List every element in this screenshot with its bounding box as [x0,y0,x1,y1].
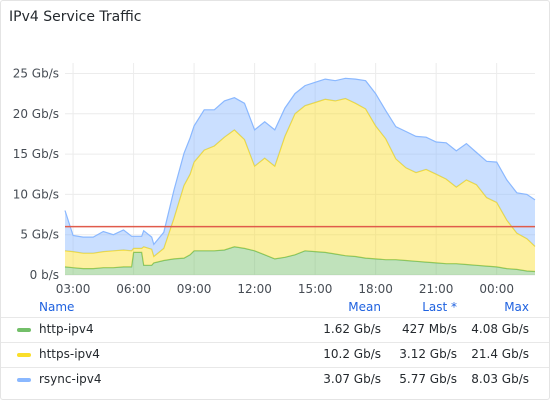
x-tick-label: 21:00 [419,282,454,296]
legend-header: Name Mean Last * Max [1,297,549,317]
legend-max-value: 8.03 Gb/s [471,372,529,386]
y-tick-label: 15 Gb/s [13,147,59,161]
legend-last-value: 5.77 Gb/s [399,372,457,386]
y-tick-label: 25 Gb/s [13,66,59,80]
series-color-swatch[interactable] [17,328,31,332]
x-tick-label: 00:00 [479,282,514,296]
x-axis: 03:00 06:00 09:00 12:00 15:00 18:00 21:00 00:00 [56,282,514,296]
series-area-rsync-ipv4 [65,78,535,257]
x-tick-label: 12:00 [237,282,272,296]
series-area-http-ipv4 [65,246,535,275]
legend-row-http[interactable]: http-ipv4 1.62 Gb/s 427 Mb/s 4.08 Gb/s [1,317,549,342]
series-line-rsync-ipv4 [64,77,536,246]
x-tick-label: 06:00 [116,282,151,296]
legend-header-name[interactable]: Name [39,300,75,314]
legend-row-rsync[interactable]: rsync-ipv4 3.07 Gb/s 5.77 Gb/s 8.03 Gb/s [1,367,549,392]
legend-last-value: 427 Mb/s [402,322,457,336]
legend-max-value: 4.08 Gb/s [471,322,529,336]
traffic-chart[interactable]: 0 b/s5 Gb/s10 Gb/s15 Gb/s20 Gb/s25 Gb/s … [1,1,550,301]
chart-grid [65,63,535,276]
legend-header-max[interactable]: Max [504,300,529,314]
x-tick-label: 18:00 [358,282,393,296]
series-color-swatch[interactable] [17,353,31,357]
legend-last-value: 3.12 Gb/s [399,347,457,361]
legend-row-https[interactable]: https-ipv4 10.2 Gb/s 3.12 Gb/s 21.4 Gb/s [1,342,549,367]
y-tick-label: 5 Gb/s [20,228,59,242]
y-axis: 0 b/s 5 Gb/s 10 Gb/s 15 Gb/s 20 Gb/s 25 Gb/s [13,66,59,282]
legend-series-name: https-ipv4 [39,347,100,361]
chart-areas [64,77,536,275]
y-tick-label: 10 Gb/s [13,187,59,201]
series-area-https-ipv4 [65,98,535,272]
legend-mean-value: 1.62 Gb/s [323,322,381,336]
series-color-swatch[interactable] [17,378,31,382]
legend-series-name: rsync-ipv4 [39,372,102,386]
series-line-http-ipv4 [64,246,536,273]
series-line-https-ipv4 [64,97,536,258]
legend-mean-value: 3.07 Gb/s [323,372,381,386]
y-tick-label: 0 b/s [30,268,59,282]
x-tick-label: 15:00 [298,282,333,296]
panel-title: IPv4 Service Traffic [9,9,142,25]
legend-header-mean[interactable]: Mean [348,300,381,314]
x-tick-label: 09:00 [177,282,212,296]
legend-header-last[interactable]: Last * [422,300,457,314]
legend-table: Name Mean Last * Max http-ipv4 1.62 Gb/s… [1,297,549,392]
y-tick-label: 20 Gb/s [13,107,59,121]
legend-mean-value: 10.2 Gb/s [323,347,381,361]
legend-max-value: 21.4 Gb/s [471,347,529,361]
legend-series-name: http-ipv4 [39,322,94,336]
x-tick-label: 03:00 [56,282,91,296]
